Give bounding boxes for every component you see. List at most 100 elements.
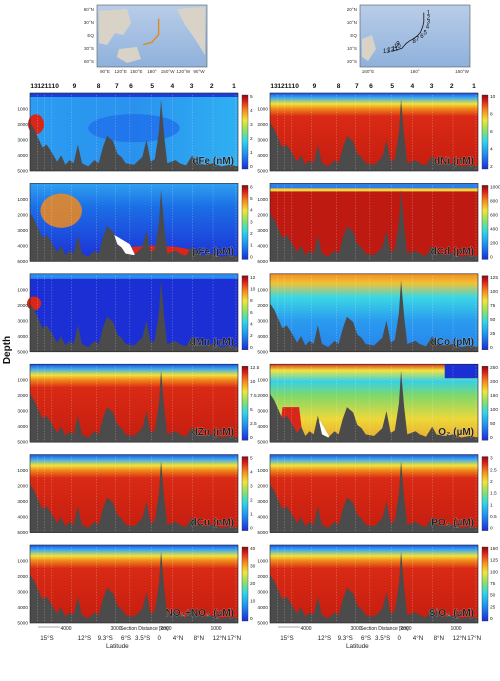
station-label: 5: [150, 83, 154, 90]
map-lon-label: 160°W: [455, 69, 470, 74]
station-label: 7: [115, 83, 119, 90]
latitude-tick-label: 12°S: [78, 635, 91, 642]
map-station-label: 2: [427, 15, 431, 21]
map-station-label: 13: [383, 49, 390, 55]
map-station-label: 4: [426, 25, 430, 31]
colorbar-tick-label: 25: [490, 331, 496, 337]
depth-tick-label: 1000: [17, 378, 28, 384]
americas-landmass: [177, 7, 205, 55]
colorbar: [481, 94, 489, 170]
colorbar-tick-label: 800: [490, 198, 498, 204]
station-label: 8: [97, 83, 101, 90]
left-panel-2: dMn (nM) 12 10 8 6 4 2 0 1000 2000 3000 4000 5000: [17, 273, 256, 355]
depth-tick-label: 5000: [17, 530, 28, 536]
depth-tick-label: 5000: [17, 440, 28, 446]
depth-tick-label: 2000: [17, 393, 28, 399]
depth-tick-label: 5000: [257, 530, 268, 536]
depth-tick-label: 2000: [257, 122, 268, 128]
panel-frame: [29, 183, 239, 262]
right-bottom-axes: 4000 3000 2000 1000 Section Distance [km] 15°…: [278, 626, 481, 650]
colorbar-tick-label: 3: [250, 484, 253, 490]
seafloor-bathymetry: [270, 551, 478, 623]
panel-frame: [269, 544, 479, 624]
latitude-tick-label: 8°N: [194, 635, 204, 642]
latitude-tick-label: 8°N: [434, 635, 444, 642]
depth-tick-label: 5000: [17, 259, 28, 265]
latitude-tick-label: 9.3°S: [338, 635, 353, 642]
depth-tick-label: 1000: [17, 287, 28, 293]
colorbar-tick-label: 10: [250, 379, 256, 385]
cruise-track: [143, 18, 160, 46]
station-label: 3: [190, 83, 194, 90]
depth-tick-label: 3000: [17, 228, 28, 234]
station-label: 5: [390, 83, 394, 90]
colorbar-tick-label: 125: [490, 558, 498, 564]
distance-axis-label: Section Distance [km]: [120, 626, 169, 632]
seafloor-bathymetry: [30, 460, 238, 533]
map-station-label: 6: [420, 34, 424, 40]
colorbar: [481, 366, 489, 441]
colorbar-tick-label: 400: [490, 226, 498, 232]
colorbar-tick-label: 250: [490, 365, 498, 371]
section-field: [30, 273, 238, 352]
map-lon-label: 120°E: [114, 69, 127, 74]
depth-tick-label: 5000: [17, 621, 28, 627]
station-label: 12: [37, 83, 45, 90]
depth-tick-label: 4000: [257, 334, 268, 340]
colorbar-tick-label: 1.5: [490, 491, 497, 497]
seafloor-bathymetry: [270, 189, 478, 262]
right-station-labels: 13 12 11 10 9 8 7 6 5 4 3 2 1: [270, 83, 476, 90]
depth-tick-label: 1000: [257, 468, 268, 474]
map-lon-label: 90°E: [100, 69, 110, 74]
right-panel-0: dNi (nM) 10 8 6 4 2 1000 2000 3000 4000 5000: [257, 92, 496, 175]
station-label: 9: [73, 83, 77, 90]
surface-layer: [270, 183, 478, 189]
colorbar-tick-label: 200: [490, 379, 498, 385]
station-label: 2: [210, 83, 214, 90]
depth-tick-label: 4000: [257, 424, 268, 430]
colorbar-tick-label: 3: [250, 122, 253, 128]
latitude-tick-label: 12°N: [453, 635, 467, 642]
colorbar-tick-label: 7.5: [250, 393, 257, 399]
depth-tick-label: 4000: [17, 515, 28, 521]
depth-tick-label: 5000: [257, 349, 268, 355]
depth-tick-label: 3000: [17, 138, 28, 144]
latitude-tick-label: 15°S: [40, 635, 53, 642]
depth-tick-label: 1000: [257, 107, 268, 113]
station-label: 11: [45, 83, 52, 90]
colorbar-tick-label: 2.5: [490, 467, 497, 473]
left-map: 60°N 30°N EQ 30°S 60°S 90°E 120°E 150°E 180° 150°…: [84, 4, 208, 74]
station-label: 1: [472, 83, 476, 90]
depth-tick-label: 4000: [17, 243, 28, 249]
parameter-label: dMn (nM): [190, 337, 234, 348]
depth-tick-label: 1000: [17, 559, 28, 565]
map-lon-label: 120°W: [176, 69, 191, 74]
colorbar-tick-label: 1: [250, 512, 253, 518]
depth-tick-label: 4000: [257, 243, 268, 249]
depth-tick-label: 5000: [257, 259, 268, 265]
depth-tick-label: 5000: [257, 621, 268, 627]
parameter-label: dCo (pM): [431, 337, 474, 348]
colorbar-tick-label: 75: [490, 303, 496, 309]
seafloor-bathymetry: [30, 370, 238, 443]
left-bottom-axes: 4000 3000 2000 1000 Section Distance [km] 15°…: [38, 626, 241, 650]
colorbar-tick-label: 10: [490, 94, 496, 100]
colorbar-tick-label: 30: [250, 564, 256, 570]
latitude-tick-label: 6°S: [361, 635, 371, 642]
depth-tick-label: 3000: [17, 318, 28, 324]
colorbar-tick-label: 50: [490, 421, 496, 427]
latitude-tick-label: 17°N: [467, 635, 481, 642]
depth-tick-label: 1000: [257, 287, 268, 293]
parameter-label: PO₄ (µM): [431, 518, 474, 529]
colorbar: [241, 275, 249, 350]
colorbar-tick-label: 2: [250, 333, 253, 339]
station-label: 2: [450, 83, 454, 90]
colorbar-tick-label: 4: [250, 321, 253, 327]
depth-tick-label: 4000: [257, 605, 268, 611]
colorbar: [481, 546, 489, 622]
colorbar-tick-label: 12: [250, 275, 256, 281]
latitude-tick-label: 0: [158, 635, 162, 642]
depth-tick-label: 4000: [17, 334, 28, 340]
colorbar-tick-label: 6: [250, 184, 253, 190]
